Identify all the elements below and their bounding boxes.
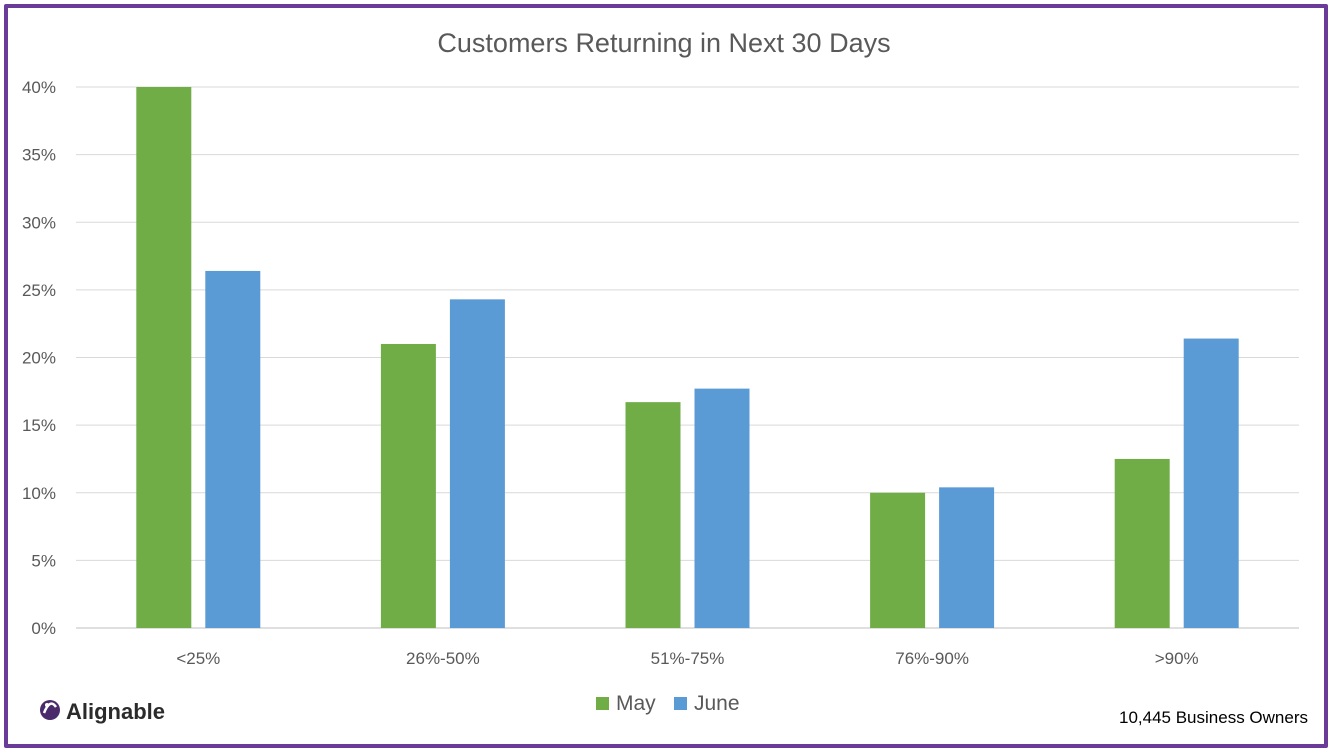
x-tick-label: 76%-90% bbox=[895, 649, 969, 668]
y-tick-label: 0% bbox=[31, 619, 56, 638]
x-tick-label: <25% bbox=[176, 649, 220, 668]
bar-may-3 bbox=[625, 402, 681, 628]
legend-label: June bbox=[694, 692, 740, 715]
bar-june-1 bbox=[205, 270, 261, 628]
chart-title: Customers Returning in Next 30 Days bbox=[437, 28, 890, 58]
legend-swatch bbox=[596, 697, 609, 710]
y-axis-ticks: 0% 5% 10% 15% 20% 25% 30% 35% 40% bbox=[22, 78, 56, 638]
y-tick-label: 35% bbox=[22, 146, 56, 165]
bar-may-5 bbox=[1114, 458, 1170, 628]
bar-june-2 bbox=[449, 299, 505, 628]
x-tick-label: >90% bbox=[1155, 649, 1199, 668]
y-tick-label: 20% bbox=[22, 349, 56, 368]
bar-may-4 bbox=[870, 492, 926, 628]
bar-june-5 bbox=[1183, 338, 1239, 628]
legend-swatch bbox=[674, 697, 687, 710]
alignable-logo-icon bbox=[40, 700, 60, 720]
footnote: 10,445 Business Owners bbox=[1119, 708, 1308, 727]
legend: May June bbox=[596, 692, 740, 715]
legend-item-june: June bbox=[674, 692, 740, 715]
logo-text: Alignable bbox=[66, 699, 165, 724]
legend-label: May bbox=[616, 692, 656, 715]
x-tick-label: 26%-50% bbox=[406, 649, 480, 668]
x-tick-label: 51%-75% bbox=[651, 649, 725, 668]
y-tick-label: 40% bbox=[22, 78, 56, 97]
bar-june-4 bbox=[939, 487, 995, 628]
y-tick-label: 10% bbox=[22, 484, 56, 503]
y-tick-label: 5% bbox=[31, 551, 56, 570]
y-tick-label: 25% bbox=[22, 281, 56, 300]
legend-item-may: May bbox=[596, 692, 656, 715]
alignable-logo[interactable]: Alignable bbox=[40, 699, 165, 724]
x-axis-ticks: <25% 26%-50% 51%-75% 76%-90% >90% bbox=[176, 649, 1198, 668]
bar-june-3 bbox=[694, 388, 750, 628]
bars bbox=[136, 87, 1239, 628]
bar-may-2 bbox=[380, 343, 436, 628]
y-tick-label: 30% bbox=[22, 213, 56, 232]
y-tick-label: 15% bbox=[22, 416, 56, 435]
gridlines bbox=[76, 86, 1299, 629]
bar-may-1 bbox=[136, 87, 192, 628]
